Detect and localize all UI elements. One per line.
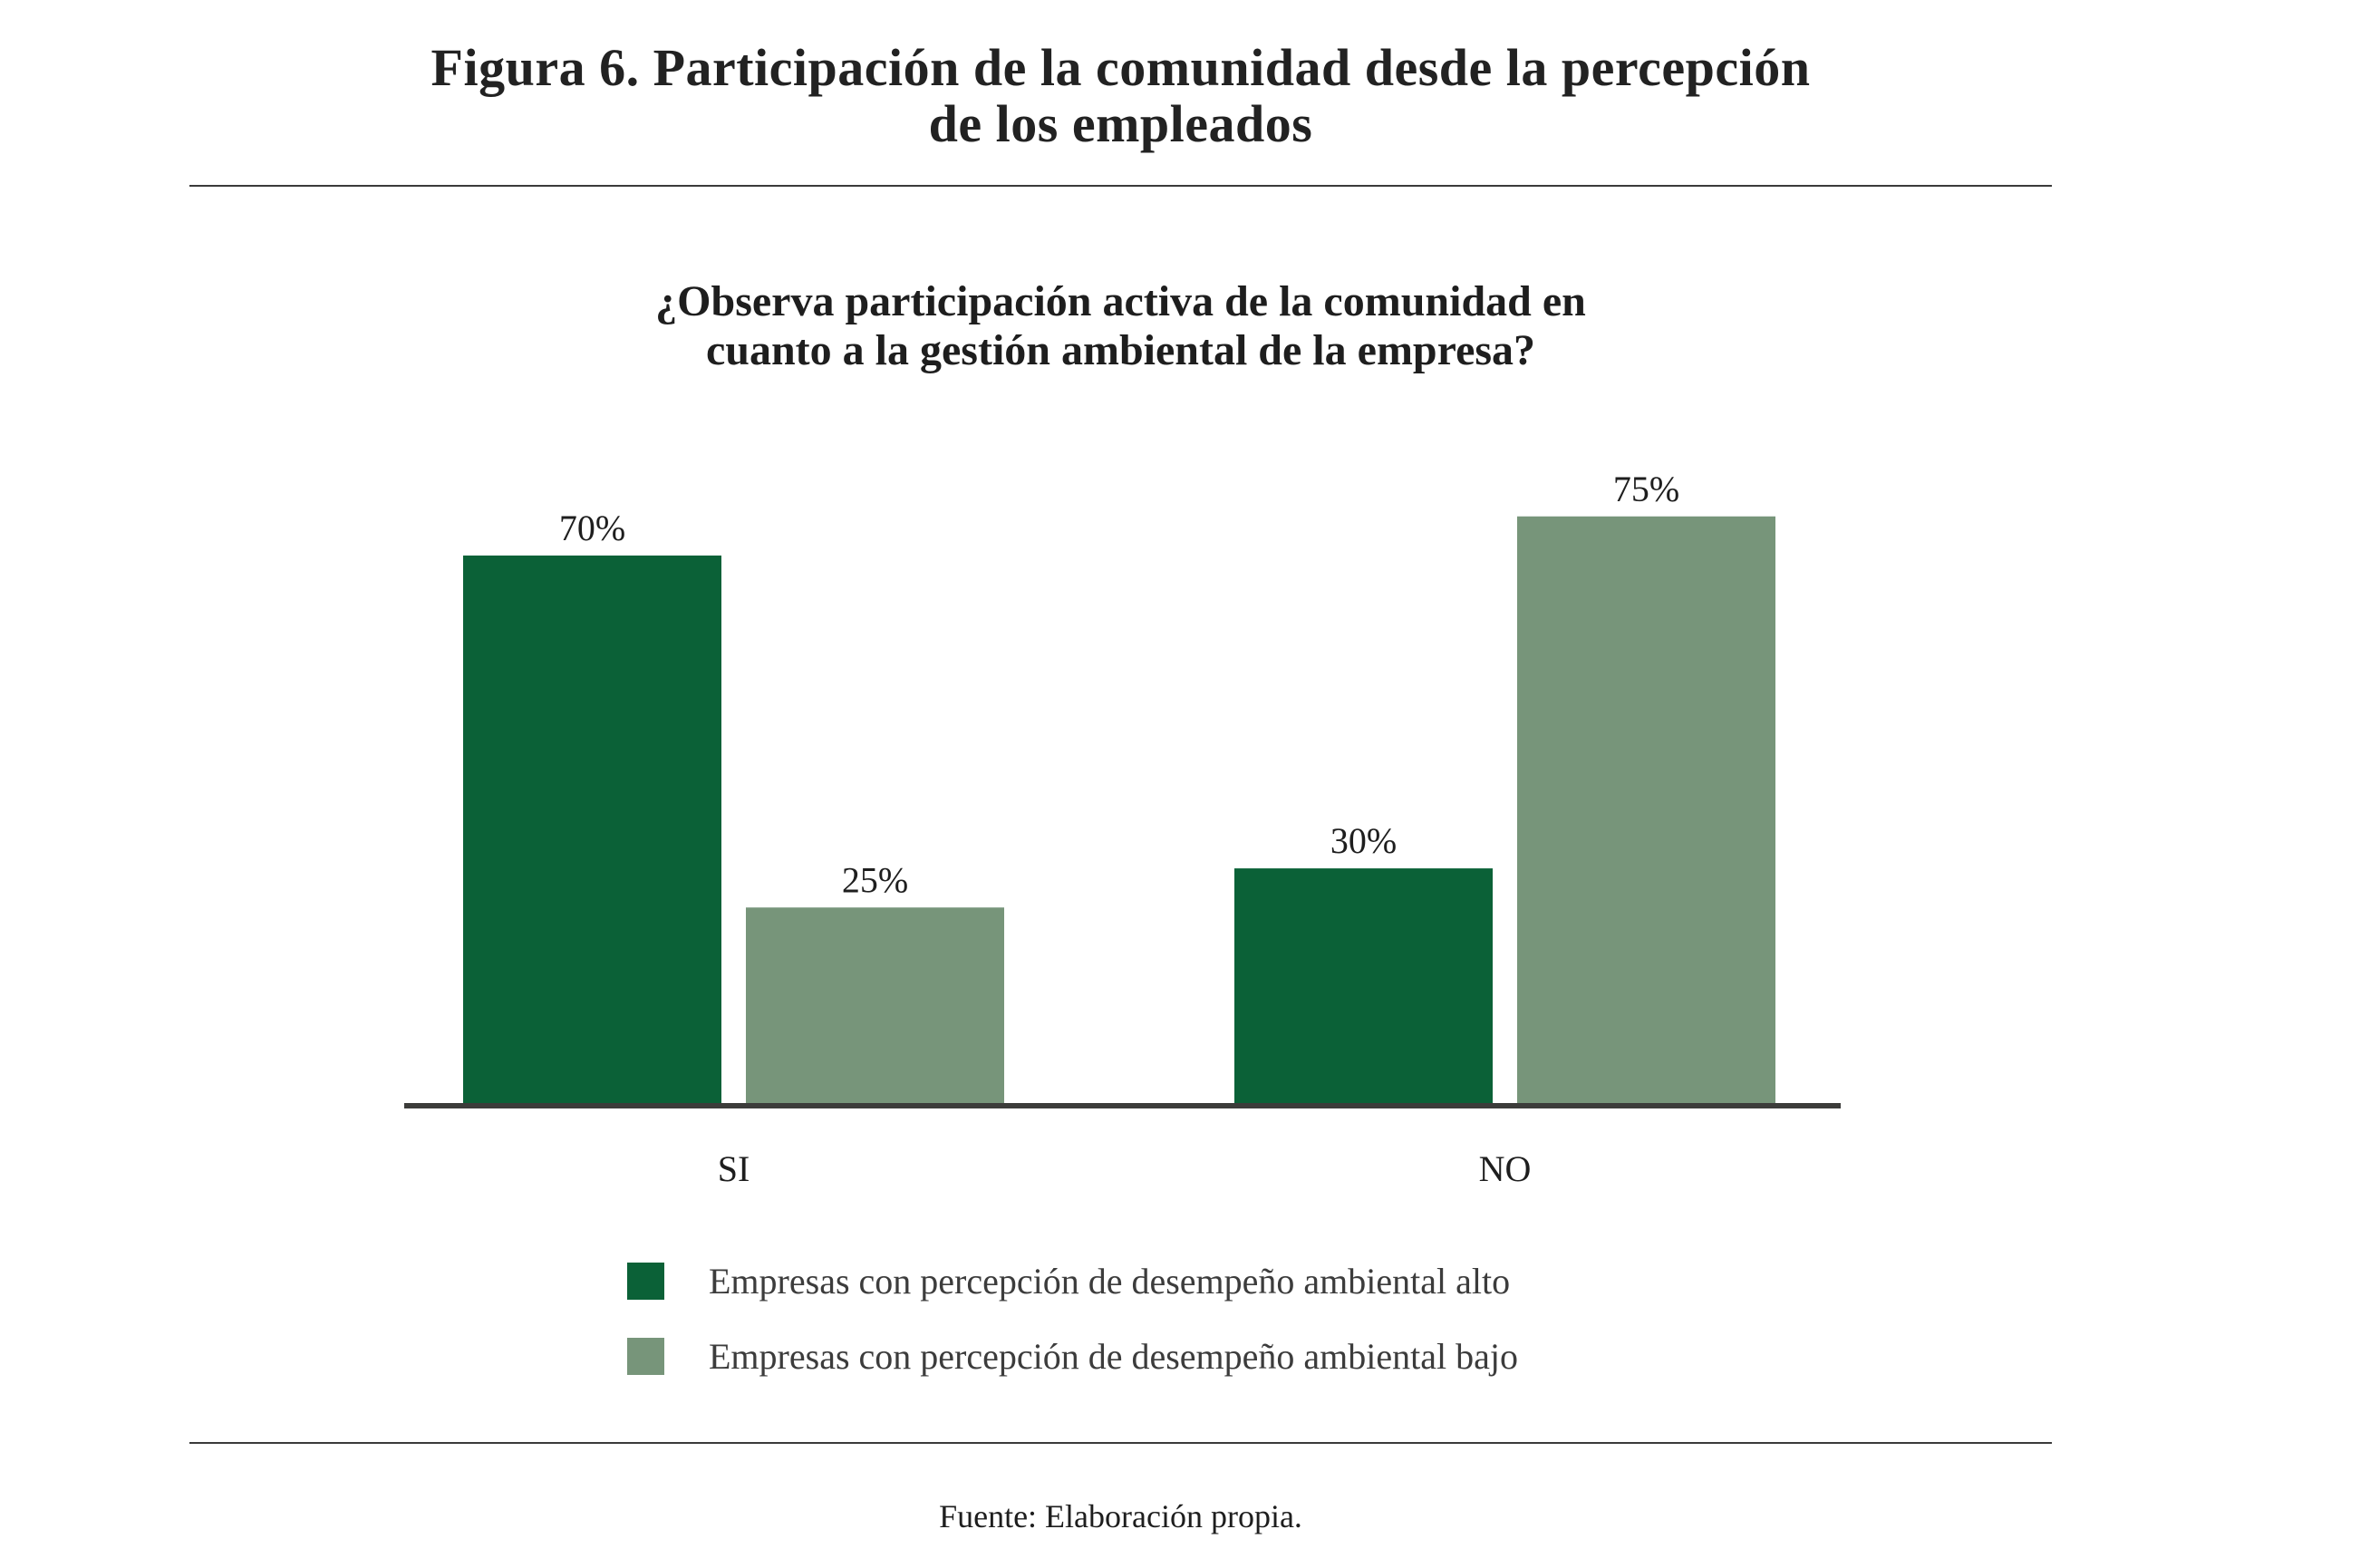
legend-label-bajo: Empresas con percepción de desempeño amb… — [709, 1335, 1518, 1377]
data-label-no-alto: 30% — [1330, 820, 1397, 861]
figure-title: Figura 6. Participación de la comunidad … — [189, 40, 2052, 152]
figure-title-line-1: Figura 6. Participación de la comunidad … — [430, 38, 1811, 97]
data-label-no-bajo: 75% — [1613, 469, 1679, 509]
category-label-si: SI — [718, 1148, 750, 1189]
bar-si-alto — [463, 555, 721, 1103]
bar-si-bajo — [746, 907, 1004, 1103]
data-label-si-bajo: 25% — [842, 859, 908, 900]
bar-no-bajo — [1517, 516, 1775, 1103]
chart-title-line-1: ¿Observa participación activa de la comu… — [655, 277, 1586, 325]
legend-item-bajo: Empresas con percepción de desempeño amb… — [627, 1333, 1518, 1379]
data-label-si-alto: 70% — [559, 508, 625, 548]
figure-title-line-2: de los empleados — [928, 94, 1313, 153]
legend: Empresas con percepción de desempeño amb… — [627, 1258, 1518, 1408]
legend-item-alto: Empresas con percepción de desempeño amb… — [627, 1258, 1518, 1303]
source-note: Fuente: Elaboración propia. — [939, 1498, 1302, 1534]
bar-group-si: 70% 25% SI — [463, 508, 1004, 1189]
x-axis-line — [404, 1103, 1841, 1108]
bottom-divider — [189, 1442, 2052, 1444]
bar-no-alto — [1234, 868, 1493, 1103]
chart-title: ¿Observa participación activa de la comu… — [189, 277, 2052, 375]
chart-title-line-2: cuanto a la gestión ambiental de la empr… — [705, 326, 1536, 374]
legend-swatch-bajo — [627, 1337, 664, 1375]
bar-group-no: 30% 75% NO — [1234, 469, 1775, 1189]
legend-swatch-alto — [627, 1262, 664, 1300]
category-label-no: NO — [1479, 1148, 1532, 1189]
top-divider — [189, 185, 2052, 187]
legend-label-alto: Empresas con percepción de desempeño amb… — [709, 1260, 1511, 1302]
